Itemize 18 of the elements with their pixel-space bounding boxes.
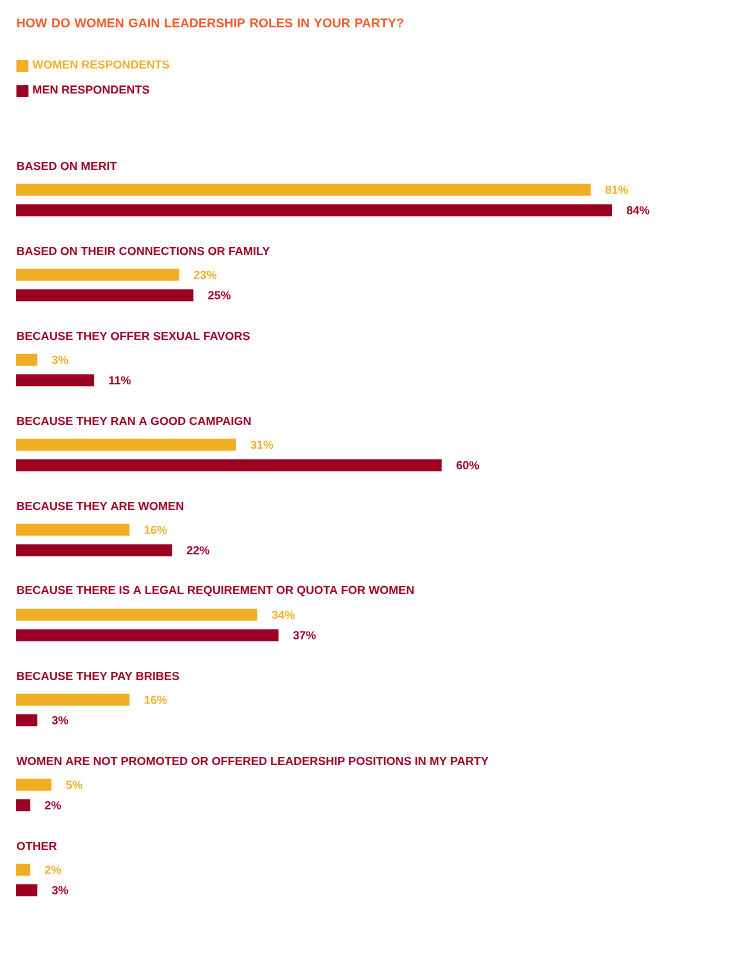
bar — [16, 778, 52, 791]
bar — [16, 459, 442, 472]
bar — [16, 353, 38, 366]
bar — [16, 693, 130, 706]
bar — [16, 544, 173, 557]
bar — [16, 608, 258, 621]
bar — [16, 204, 613, 217]
bar — [16, 438, 236, 451]
bar — [16, 629, 279, 642]
bar — [16, 884, 38, 897]
bar — [16, 374, 95, 387]
bar — [16, 799, 31, 812]
bar — [16, 289, 194, 302]
bar — [16, 863, 31, 876]
bar — [16, 714, 38, 727]
bar — [16, 183, 591, 196]
bar — [16, 523, 130, 536]
bar — [16, 268, 180, 281]
